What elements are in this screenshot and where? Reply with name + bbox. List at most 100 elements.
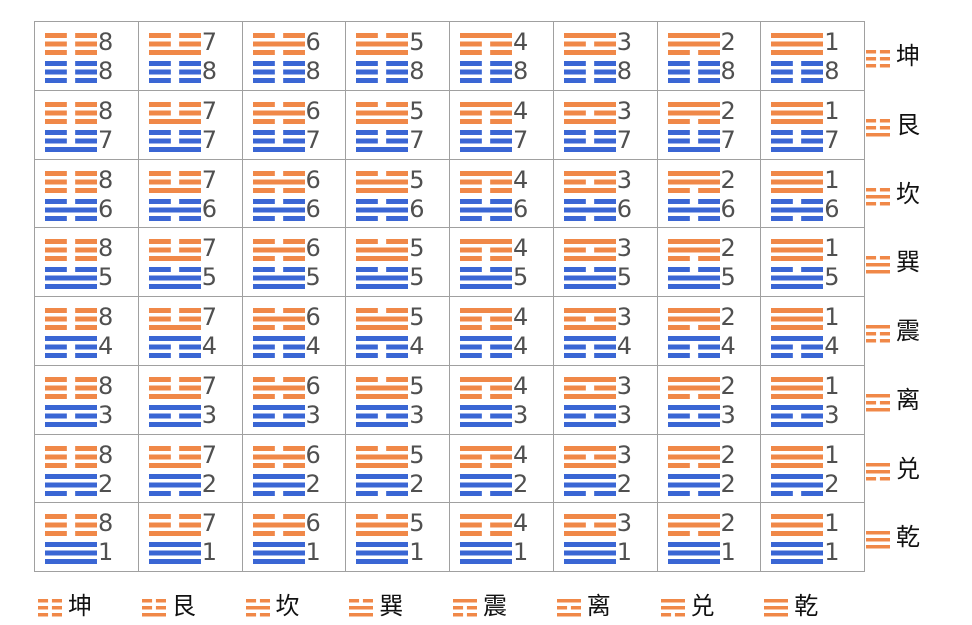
solid-line xyxy=(771,239,824,245)
broken-line-segment xyxy=(697,256,720,262)
solid-line xyxy=(356,542,409,548)
column-label: 震 xyxy=(453,591,553,623)
broken-line-segment xyxy=(51,606,62,610)
solid-line xyxy=(356,522,409,528)
upper-trigram-number: 8 xyxy=(98,371,114,400)
trigram-name: 巽 xyxy=(896,248,920,277)
lower-trigram-number: 3 xyxy=(720,400,736,429)
broken-line-segment xyxy=(75,256,97,262)
solid-line xyxy=(356,187,409,193)
broken-line-segment xyxy=(697,393,720,399)
broken-line-segment xyxy=(178,522,201,528)
broken-line-segment xyxy=(697,531,720,537)
solid-line xyxy=(563,473,616,479)
broken-line-segment xyxy=(771,78,794,83)
solid-line xyxy=(252,522,305,528)
broken-line-segment xyxy=(563,490,586,496)
broken-line-segment xyxy=(178,215,201,221)
broken-line-segment xyxy=(490,353,512,358)
upper-trigram-number: 7 xyxy=(201,234,218,263)
solid-line xyxy=(460,421,512,427)
broken-line-segment xyxy=(282,50,305,55)
broken-line-segment xyxy=(75,50,97,55)
broken-line-segment xyxy=(593,267,616,273)
broken-line-segment xyxy=(282,170,305,176)
broken-line-segment xyxy=(148,78,171,83)
solid-line xyxy=(556,599,581,603)
upper-trigram-number: 6 xyxy=(305,440,321,469)
broken-line-segment xyxy=(879,332,890,336)
lower-trigram-number: 8 xyxy=(824,57,840,85)
upper-trigram-number: 7 xyxy=(201,371,218,400)
lower-trigram-number: 7 xyxy=(305,125,321,154)
broken-line-segment xyxy=(282,33,305,38)
hexagram-icon xyxy=(563,308,616,358)
solid-line xyxy=(356,531,409,537)
broken-line-segment xyxy=(282,344,305,350)
solid-line xyxy=(453,599,477,603)
solid-line xyxy=(460,239,512,245)
broken-line-segment xyxy=(490,69,512,75)
broken-line-segment xyxy=(563,198,586,204)
broken-line-segment xyxy=(674,613,685,617)
solid-line xyxy=(45,473,97,479)
broken-line-segment xyxy=(282,239,305,245)
lower-trigram-number: 5 xyxy=(201,263,218,292)
broken-line-segment xyxy=(45,61,67,66)
broken-line-segment xyxy=(667,344,690,350)
solid-line xyxy=(148,118,201,124)
broken-line-segment xyxy=(45,393,67,399)
upper-trigram-number: 4 xyxy=(513,509,529,538)
broken-line-segment xyxy=(697,353,720,358)
broken-line-segment xyxy=(460,50,482,55)
broken-line-segment xyxy=(45,78,67,83)
solid-line xyxy=(252,550,305,556)
solid-line xyxy=(356,118,409,124)
broken-line-segment xyxy=(490,61,512,66)
broken-line-segment xyxy=(460,61,482,66)
lower-trigram-number: 7 xyxy=(513,125,529,154)
hexagram-icon xyxy=(563,170,616,221)
solid-line xyxy=(148,542,201,548)
broken-line-segment xyxy=(593,316,616,322)
solid-line xyxy=(356,207,409,212)
lower-trigram-number: 5 xyxy=(409,263,425,292)
broken-line-segment xyxy=(75,239,97,245)
broken-line-segment xyxy=(148,267,171,273)
broken-line-segment xyxy=(556,606,567,610)
upper-trigram-number: 7 xyxy=(201,440,218,469)
lower-trigram-number: 2 xyxy=(616,469,633,498)
solid-line xyxy=(252,385,305,391)
broken-line-segment xyxy=(593,522,616,528)
broken-line-segment xyxy=(593,41,616,47)
solid-line xyxy=(563,275,616,281)
solid-line xyxy=(667,404,720,410)
broken-line-segment xyxy=(75,78,97,83)
broken-line-segment xyxy=(490,179,512,184)
broken-line-segment xyxy=(667,129,690,135)
broken-line-segment xyxy=(386,239,409,245)
trigram-name: 坤 xyxy=(68,592,92,620)
broken-line-segment xyxy=(460,385,482,391)
solid-line xyxy=(667,550,720,556)
broken-line-segment xyxy=(801,198,824,204)
hexagram-icon xyxy=(460,170,512,221)
broken-line-segment xyxy=(563,247,586,253)
upper-trigram-number: 8 xyxy=(98,303,114,331)
broken-line-segment xyxy=(460,531,482,537)
trigram-name: 离 xyxy=(896,385,920,414)
solid-line xyxy=(252,247,305,253)
broken-line-segment xyxy=(386,413,409,419)
solid-line xyxy=(771,550,824,556)
hexagram-icon xyxy=(460,308,512,358)
broken-line-segment xyxy=(356,129,379,135)
hexagram-icon xyxy=(771,239,824,290)
broken-line-segment xyxy=(45,385,67,391)
hexagram-icon xyxy=(252,170,305,221)
upper-trigram-number: 3 xyxy=(616,234,633,263)
